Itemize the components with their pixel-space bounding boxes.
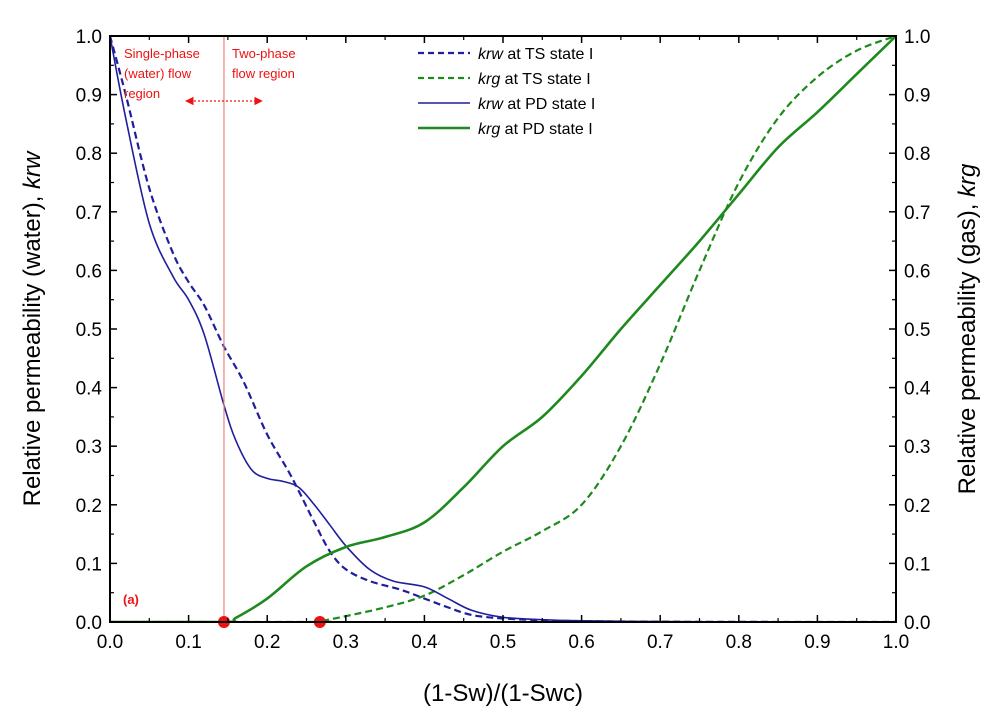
y-left-tick-label-8: 0.8 [76,144,102,165]
legend-label-krg-ts: krg at TS state I [478,71,591,88]
legend: krw at TS state I krg at TS state I krw … [418,46,595,138]
legend-label-krg-pd: krg at PD state I [478,121,593,138]
y-right-tick-label-0: 0.0 [904,613,930,634]
single-phase-line-1: Single-phase [124,46,200,61]
legend-item-krw-pd: krw at PD state I [418,96,595,113]
y-axis-title-left: Relative permeability (water), krw [19,150,46,506]
y-right-tick-label-10: 1.0 [904,27,930,48]
x-tick-label-2: 0.2 [254,632,280,653]
y-axis-title-right-var: krg [954,163,981,197]
legend-suffix-krw-pd: at PD state I [503,96,595,113]
y-left-tick-label-10: 1.0 [76,27,102,48]
x-tick-label-6: 0.6 [568,632,594,653]
y-left-tick-label-9: 0.9 [76,86,102,107]
legend-var-krw-pd: krw [478,96,504,113]
panel-label: (a) [123,592,139,607]
x-tick-label-1: 0.1 [175,632,201,653]
y-left-tick-label-6: 0.6 [76,261,102,282]
x-tick-label-5: 0.5 [490,632,516,653]
two-phase-annotation: Two-phase flow region [232,46,296,81]
series-layer [110,36,896,622]
legend-item-krg-pd: krg at PD state I [418,121,593,138]
legend-var-krg-ts: krg [478,71,500,88]
legend-suffix-krg-ts: at TS state I [500,71,590,88]
y-right-tick-label-1: 0.1 [904,554,930,575]
legend-label-krw-ts: krw at TS state I [478,46,593,63]
y-left-tick-label-3: 0.3 [76,437,102,458]
legend-item-krg-ts: krg at TS state I [418,71,591,88]
series-line-2 [110,36,896,622]
y-axis-title-right: Relative permeability (gas), krg [954,163,981,494]
series-line-3 [110,36,896,622]
series-line-1 [110,36,896,622]
tick-layer: 0.0 0.1 0.2 0.3 0.4 0.5 0.6 0.7 0.8 0.9 1.00.0 0.00… [76,27,931,653]
y-left-tick-label-0: 0.0 [76,613,102,634]
y-right-tick-label-4: 0.4 [904,379,931,400]
legend-label-krw-pd: krw at PD state I [478,96,595,113]
y-left-tick-label-7: 0.7 [76,203,102,224]
x-tick-label-4: 0.4 [411,632,438,653]
y-axis-title-left-var: krw [19,150,46,189]
y-right-tick-label-9: 0.9 [904,86,930,107]
two-phase-line-2: flow region [232,66,295,81]
x-tick-label-8: 0.8 [726,632,752,653]
x-tick-label-7: 0.7 [647,632,673,653]
y-left-tick-label-5: 0.5 [76,320,102,341]
y-axis-title-right-prefix: Relative permeability (gas), [954,197,981,494]
y-right-tick-label-2: 0.2 [904,496,930,517]
y-right-tick-label-8: 0.8 [904,144,930,165]
legend-var-krw-ts: krw [478,46,504,63]
legend-suffix-krg-pd: at PD state I [500,121,592,138]
legend-item-krw-ts: krw at TS state I [418,46,593,63]
two-phase-line-1: Two-phase [232,46,296,61]
x-tick-label-10: 1.0 [883,632,909,653]
x-tick-label-9: 0.9 [804,632,830,653]
y-right-tick-label-7: 0.7 [904,203,930,224]
x-tick-label-0: 0.0 [97,632,123,653]
y-right-tick-label-3: 0.3 [904,437,930,458]
legend-suffix-krw-ts: at TS state I [503,46,593,63]
x-axis-title: (1-Sw)/(1-Swc) [423,680,583,707]
x-tick-label-3: 0.3 [333,632,359,653]
y-left-tick-label-1: 0.1 [76,554,102,575]
y-right-tick-label-5: 0.5 [904,320,930,341]
y-right-tick-label-6: 0.6 [904,261,930,282]
y-left-tick-label-4: 0.4 [76,379,103,400]
single-phase-annotation: Single-phase (water) flow region [124,46,200,101]
y-left-tick-label-2: 0.2 [76,496,102,517]
single-phase-line-3: region [124,86,160,101]
y-axis-title-left-prefix: Relative permeability (water), [19,189,46,506]
legend-var-krg-pd: krg [478,121,500,138]
single-phase-line-2: (water) flow [124,66,192,81]
